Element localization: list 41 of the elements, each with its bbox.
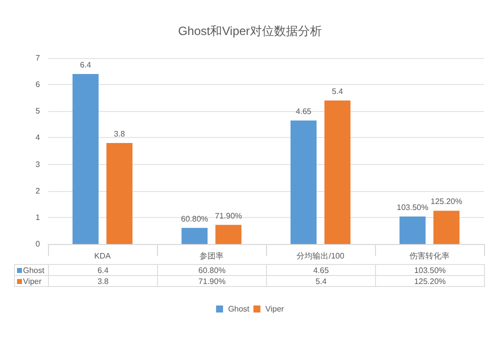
y-tick-label: 3 — [36, 160, 41, 169]
bar — [433, 210, 460, 244]
bar — [290, 120, 317, 244]
text: 4.65 — [296, 106, 312, 116]
bar — [72, 74, 99, 244]
y-tick-label: 5 — [36, 106, 41, 116]
data-label: 71.90% — [158, 276, 266, 286]
data-label: 125.20% — [376, 276, 484, 286]
data-label: 3.8 — [48, 276, 158, 286]
bar — [182, 228, 208, 244]
data-label: 103.50% — [376, 264, 484, 276]
text: 3.8 — [114, 130, 126, 139]
legend-label: Viper — [265, 304, 284, 314]
text: Viper — [23, 276, 42, 286]
legend-label: Ghost — [14, 264, 48, 276]
y-tick-label: 6 — [36, 80, 41, 90]
text: 103.50% — [396, 203, 428, 212]
x-tick-label: 分均输出/100 — [296, 252, 345, 260]
text: 5.4 — [332, 87, 344, 96]
text: 71.90% — [214, 211, 242, 220]
data-label: 60.80% — [158, 264, 266, 276]
text: 60.80% — [180, 214, 208, 224]
text: 125.20% — [430, 197, 462, 206]
data-label: 5.4 — [266, 276, 376, 286]
y-tick-label: 0 — [36, 240, 41, 248]
y-tick-label: 1 — [36, 212, 41, 222]
y-tick-label: 4 — [36, 133, 41, 142]
x-tick-label: 参团率 — [200, 252, 224, 260]
y-tick-label: 7 — [36, 54, 41, 62]
bar — [106, 143, 132, 244]
bar — [400, 216, 426, 244]
x-tick-label: 伤害转化率 — [410, 252, 450, 260]
bar — [215, 224, 242, 244]
chart-title: Ghost和Viper对位数据分析 — [178, 24, 322, 38]
text: 6.4 — [80, 60, 92, 70]
y-tick-label: 2 — [36, 186, 41, 196]
data-label: 4.65 — [266, 264, 376, 276]
text: Ghost — [228, 304, 250, 314]
bar — [324, 100, 350, 244]
x-tick-label: KDA — [94, 252, 112, 260]
data-label: 6.4 — [48, 264, 158, 276]
